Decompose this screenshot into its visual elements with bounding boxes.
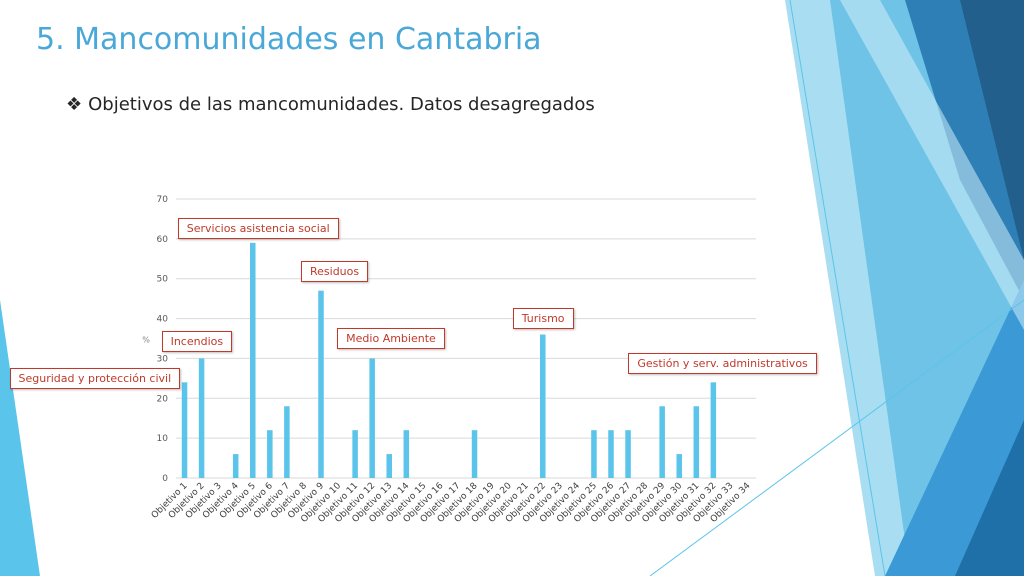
bar bbox=[693, 406, 700, 478]
annotation-callout: Incendios bbox=[161, 331, 233, 353]
bar bbox=[659, 406, 665, 478]
bar bbox=[625, 430, 631, 478]
y-tick-label: 0 bbox=[162, 474, 168, 484]
y-tick-label: 70 bbox=[157, 195, 169, 205]
y-tick-label: 20 bbox=[157, 394, 169, 404]
bar bbox=[318, 290, 324, 478]
y-tick-label: 50 bbox=[157, 275, 169, 285]
bar bbox=[284, 406, 290, 478]
slide-title: 5. Mancomunidades en Cantabria bbox=[36, 22, 542, 57]
bar bbox=[591, 430, 597, 478]
bar bbox=[471, 430, 478, 478]
annotation-callout: Servicios asistencia social bbox=[177, 217, 339, 239]
bar bbox=[250, 242, 256, 478]
deco-thin-line-1 bbox=[789, 0, 886, 576]
bar bbox=[267, 430, 273, 478]
bar bbox=[198, 358, 205, 478]
subtitle-text: Objetivos de las mancomunidades. Datos d… bbox=[88, 94, 595, 115]
y-tick-label: 10 bbox=[157, 434, 169, 444]
bar bbox=[369, 358, 375, 478]
bar bbox=[232, 454, 239, 478]
deco-thin-line-2 bbox=[649, 299, 1024, 576]
annotation-callout: Medio Ambiente bbox=[337, 328, 445, 350]
bar bbox=[386, 454, 392, 478]
bar bbox=[710, 382, 717, 478]
deco-shape-4 bbox=[960, 0, 1024, 260]
annotation-callout: Turismo bbox=[512, 307, 574, 329]
annotation-callout: Gestión y serv. administrativos bbox=[628, 353, 817, 375]
bar bbox=[676, 454, 682, 478]
bar bbox=[181, 382, 188, 478]
diamond-bullet-icon: ❖ bbox=[66, 94, 83, 115]
slide-subtitle: ❖ Objetivos de las mancomunidades. Datos … bbox=[66, 94, 595, 115]
y-tick-label: 60 bbox=[157, 235, 169, 245]
annotation-callout: Residuos bbox=[301, 260, 369, 282]
deco-shape-7 bbox=[840, 0, 1024, 330]
y-axis-label: % bbox=[142, 335, 150, 344]
bar bbox=[352, 430, 358, 478]
y-tick-label: 30 bbox=[157, 354, 169, 364]
annotation-callout: Seguridad y protección civil bbox=[9, 368, 181, 390]
bar bbox=[403, 430, 410, 478]
bar bbox=[540, 334, 546, 478]
y-tick-label: 40 bbox=[157, 315, 169, 325]
deco-shape-6 bbox=[955, 420, 1024, 576]
bar bbox=[608, 430, 614, 478]
